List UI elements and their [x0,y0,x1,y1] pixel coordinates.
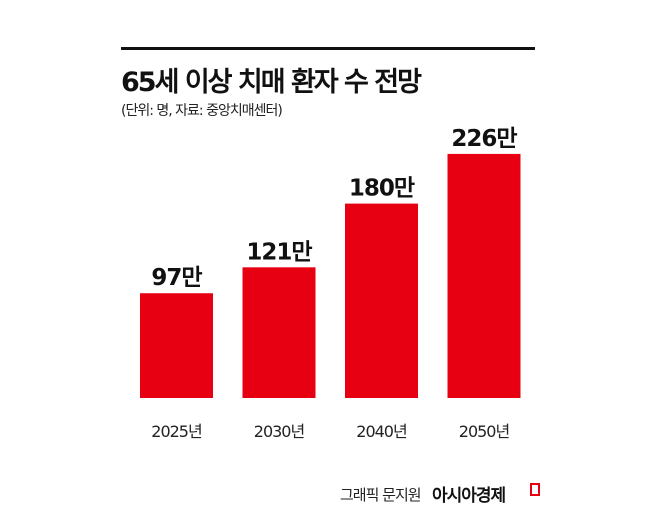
x-tick-label: 2040년 [356,422,407,441]
graphic-credit: 그래픽 문지원 [340,486,422,504]
x-tick-label: 2025년 [151,422,202,441]
data-label: 226만 [451,126,517,152]
bar-0 [140,293,213,398]
brand-mark-icon [530,483,540,496]
x-tick-label: 2030년 [254,422,305,441]
bar-2 [345,203,418,398]
bar-1 [242,267,316,398]
x-tick-label: 2050년 [459,422,510,441]
data-label: 180만 [349,176,415,202]
data-label: 97만 [151,265,202,291]
data-label: 121만 [246,239,312,265]
bar-3 [447,153,521,398]
brand-logo: 아시아경제 [432,486,506,506]
chart-title: 65세 이상 치매 환자 수 전망 [121,67,422,98]
title-rule [121,47,535,50]
chart-subtitle: (단위: 명, 자료: 중앙치매센터) [121,103,283,119]
